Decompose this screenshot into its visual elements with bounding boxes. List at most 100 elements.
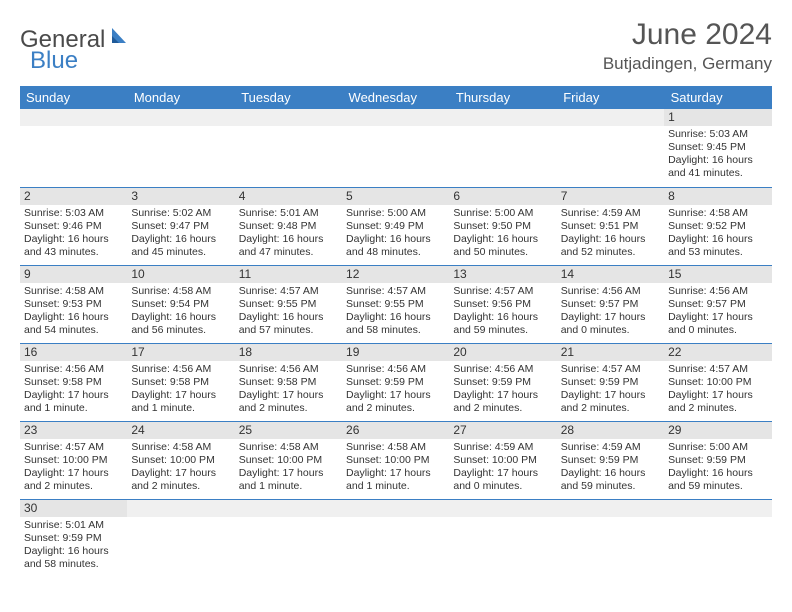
sunrise-text: Sunrise: 4:59 AM: [561, 207, 660, 220]
day-number: 4: [235, 188, 342, 205]
weekday-mon: Monday: [127, 86, 234, 109]
calendar-day-cell: 4Sunrise: 5:01 AMSunset: 9:48 PMDaylight…: [235, 187, 342, 265]
sunrise-text: Sunrise: 4:58 AM: [24, 285, 123, 298]
calendar-day-cell: 30Sunrise: 5:01 AMSunset: 9:59 PMDayligh…: [20, 499, 127, 577]
daylight-text-2: and 2 minutes.: [239, 402, 338, 415]
calendar-day-cell: 8Sunrise: 4:58 AMSunset: 9:52 PMDaylight…: [664, 187, 771, 265]
daylight-text-1: Daylight: 16 hours: [24, 311, 123, 324]
sunset-text: Sunset: 9:51 PM: [561, 220, 660, 233]
day-number: 22: [664, 344, 771, 361]
sunrise-text: Sunrise: 5:00 AM: [668, 441, 767, 454]
sunrise-text: Sunrise: 4:59 AM: [453, 441, 552, 454]
day-number: 2: [20, 188, 127, 205]
weekday-fri: Friday: [557, 86, 664, 109]
daylight-text-1: Daylight: 16 hours: [668, 467, 767, 480]
daylight-text-2: and 2 minutes.: [668, 402, 767, 415]
day-number: 24: [127, 422, 234, 439]
daylight-text-2: and 48 minutes.: [346, 246, 445, 259]
weekday-header-row: Sunday Monday Tuesday Wednesday Thursday…: [20, 86, 772, 109]
logo-sail-icon: [109, 25, 131, 53]
page-header: General June 2024 Butjadingen, Germany: [20, 18, 772, 74]
calendar-day-cell: 26Sunrise: 4:58 AMSunset: 10:00 PMDaylig…: [342, 421, 449, 499]
day-number: 29: [664, 422, 771, 439]
day-number: 12: [342, 266, 449, 283]
calendar-day-cell: 23Sunrise: 4:57 AMSunset: 10:00 PMDaylig…: [20, 421, 127, 499]
sunset-text: Sunset: 9:59 PM: [453, 376, 552, 389]
sunrise-text: Sunrise: 5:03 AM: [668, 128, 767, 141]
calendar-day-cell: .: [664, 499, 771, 577]
sunset-text: Sunset: 9:58 PM: [24, 376, 123, 389]
daylight-text-2: and 52 minutes.: [561, 246, 660, 259]
sunset-text: Sunset: 9:59 PM: [24, 532, 123, 545]
calendar-day-cell: 22Sunrise: 4:57 AMSunset: 10:00 PMDaylig…: [664, 343, 771, 421]
calendar-day-cell: 20Sunrise: 4:56 AMSunset: 9:59 PMDayligh…: [449, 343, 556, 421]
sunrise-text: Sunrise: 4:56 AM: [561, 285, 660, 298]
location-label: Butjadingen, Germany: [603, 54, 772, 74]
day-number: 28: [557, 422, 664, 439]
sunrise-text: Sunrise: 4:56 AM: [239, 363, 338, 376]
calendar-day-cell: 12Sunrise: 4:57 AMSunset: 9:55 PMDayligh…: [342, 265, 449, 343]
day-number: 23: [20, 422, 127, 439]
sunset-text: Sunset: 10:00 PM: [453, 454, 552, 467]
daylight-text-1: Daylight: 17 hours: [453, 389, 552, 402]
calendar-week-row: 9Sunrise: 4:58 AMSunset: 9:53 PMDaylight…: [20, 265, 772, 343]
sunset-text: Sunset: 9:56 PM: [453, 298, 552, 311]
calendar-day-cell: .: [127, 499, 234, 577]
daylight-text-1: Daylight: 16 hours: [453, 233, 552, 246]
daylight-text-1: Daylight: 16 hours: [24, 233, 123, 246]
sunrise-text: Sunrise: 5:03 AM: [24, 207, 123, 220]
sunset-text: Sunset: 9:45 PM: [668, 141, 767, 154]
daylight-text-2: and 59 minutes.: [453, 324, 552, 337]
sunset-text: Sunset: 9:48 PM: [239, 220, 338, 233]
daylight-text-2: and 58 minutes.: [24, 558, 123, 571]
sunset-text: Sunset: 10:00 PM: [24, 454, 123, 467]
sunset-text: Sunset: 9:57 PM: [668, 298, 767, 311]
daylight-text-2: and 43 minutes.: [24, 246, 123, 259]
day-number: 26: [342, 422, 449, 439]
sunset-text: Sunset: 9:53 PM: [24, 298, 123, 311]
sunset-text: Sunset: 9:59 PM: [561, 376, 660, 389]
calendar-day-cell: 7Sunrise: 4:59 AMSunset: 9:51 PMDaylight…: [557, 187, 664, 265]
daylight-text-2: and 58 minutes.: [346, 324, 445, 337]
daylight-text-2: and 57 minutes.: [239, 324, 338, 337]
daylight-text-1: Daylight: 17 hours: [668, 311, 767, 324]
daylight-text-2: and 56 minutes.: [131, 324, 230, 337]
sunset-text: Sunset: 9:55 PM: [239, 298, 338, 311]
day-number: 3: [127, 188, 234, 205]
calendar-day-cell: 27Sunrise: 4:59 AMSunset: 10:00 PMDaylig…: [449, 421, 556, 499]
daylight-text-1: Daylight: 17 hours: [131, 467, 230, 480]
sunrise-text: Sunrise: 5:00 AM: [453, 207, 552, 220]
sunset-text: Sunset: 9:54 PM: [131, 298, 230, 311]
daylight-text-2: and 2 minutes.: [24, 480, 123, 493]
calendar-week-row: 23Sunrise: 4:57 AMSunset: 10:00 PMDaylig…: [20, 421, 772, 499]
day-number: 20: [449, 344, 556, 361]
day-number: 18: [235, 344, 342, 361]
daylight-text-1: Daylight: 17 hours: [239, 467, 338, 480]
sunrise-text: Sunrise: 5:02 AM: [131, 207, 230, 220]
calendar-day-cell: .: [342, 499, 449, 577]
sunrise-text: Sunrise: 4:57 AM: [668, 363, 767, 376]
day-number: 17: [127, 344, 234, 361]
weekday-thu: Thursday: [449, 86, 556, 109]
calendar-day-cell: 24Sunrise: 4:58 AMSunset: 10:00 PMDaylig…: [127, 421, 234, 499]
sunset-text: Sunset: 10:00 PM: [131, 454, 230, 467]
sunrise-text: Sunrise: 4:56 AM: [668, 285, 767, 298]
calendar-day-cell: .: [235, 499, 342, 577]
sunrise-text: Sunrise: 5:01 AM: [24, 519, 123, 532]
day-number: 10: [127, 266, 234, 283]
day-number: 27: [449, 422, 556, 439]
title-block: June 2024 Butjadingen, Germany: [603, 18, 772, 74]
day-number: 13: [449, 266, 556, 283]
daylight-text-1: Daylight: 17 hours: [561, 311, 660, 324]
calendar-day-cell: .: [449, 109, 556, 187]
day-number: 7: [557, 188, 664, 205]
daylight-text-2: and 2 minutes.: [453, 402, 552, 415]
daylight-text-2: and 47 minutes.: [239, 246, 338, 259]
daylight-text-2: and 54 minutes.: [24, 324, 123, 337]
calendar-week-row: 16Sunrise: 4:56 AMSunset: 9:58 PMDayligh…: [20, 343, 772, 421]
day-number: 25: [235, 422, 342, 439]
daylight-text-2: and 50 minutes.: [453, 246, 552, 259]
calendar-day-cell: 17Sunrise: 4:56 AMSunset: 9:58 PMDayligh…: [127, 343, 234, 421]
sunrise-text: Sunrise: 4:58 AM: [131, 285, 230, 298]
daylight-text-1: Daylight: 17 hours: [346, 467, 445, 480]
